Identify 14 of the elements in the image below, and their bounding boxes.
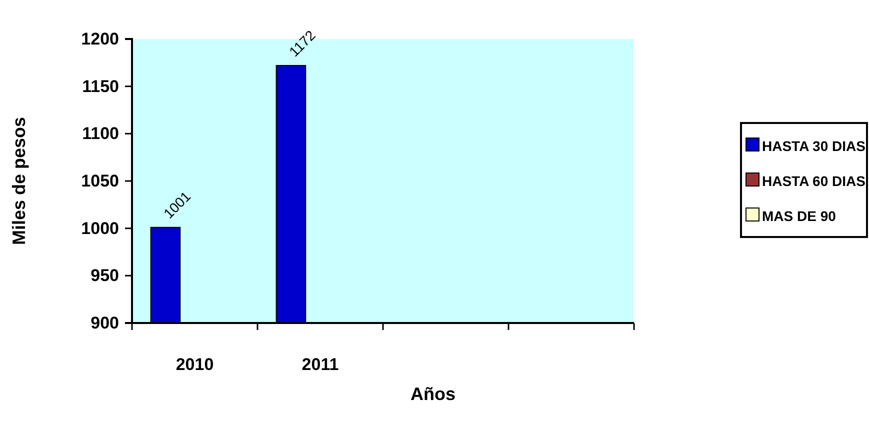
x-axis-title: Años bbox=[410, 384, 456, 404]
legend-label: HASTA 30 DIAS bbox=[762, 138, 866, 154]
x-tick-label: 2010 bbox=[176, 355, 214, 374]
x-tick-label: 2011 bbox=[302, 355, 339, 374]
y-axis-title: Miles de pesos bbox=[9, 116, 29, 246]
y-tick-label: 1200 bbox=[81, 29, 119, 48]
y-tick-label: 1050 bbox=[81, 171, 119, 190]
y-tick-label: 950 bbox=[90, 266, 119, 286]
y-tick-label: 1000 bbox=[81, 218, 119, 238]
y-tick-label: 1150 bbox=[82, 76, 119, 96]
y-tick-label: 900 bbox=[90, 313, 119, 332]
legend-label: HASTA 60 DIAS bbox=[762, 173, 866, 189]
y-tick-label: 1100 bbox=[82, 124, 119, 144]
legend-label: MAS DE 90 bbox=[762, 208, 836, 224]
